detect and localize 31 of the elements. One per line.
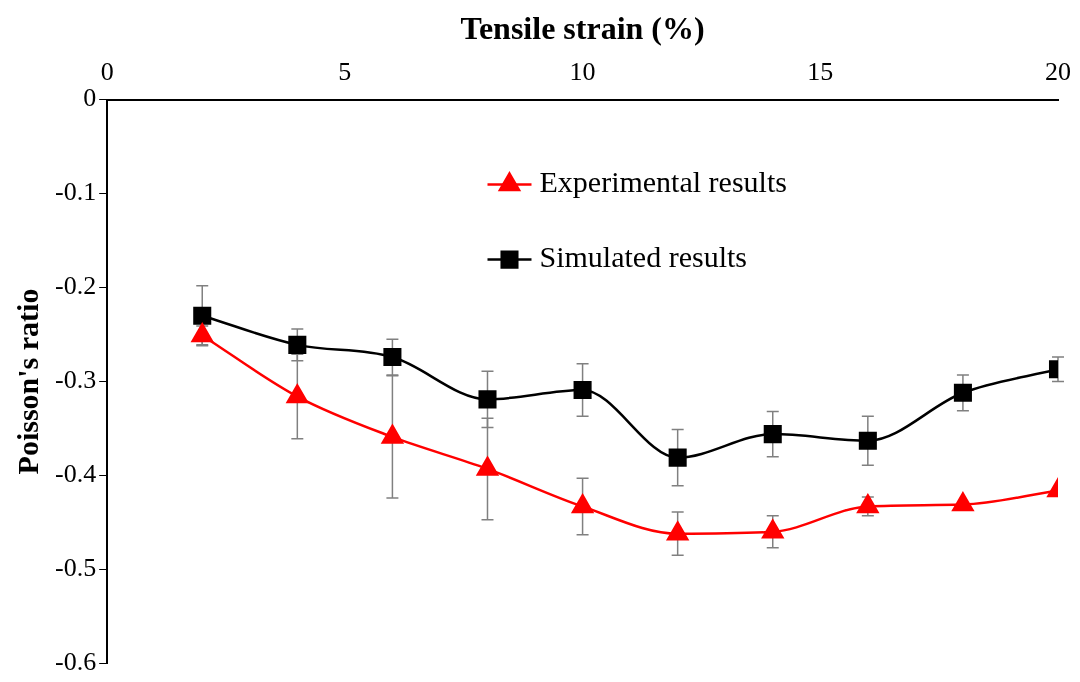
- point: [952, 492, 974, 512]
- point: [666, 521, 689, 541]
- x-axis-title: Tensile strain (%): [460, 10, 705, 47]
- point: [381, 424, 404, 444]
- legend-label: Simulated results: [539, 240, 747, 274]
- point: [571, 494, 594, 514]
- point: [668, 448, 687, 467]
- point: [858, 431, 877, 450]
- y-tick-label: -0.1: [54, 177, 97, 207]
- point: [383, 348, 402, 367]
- point: [476, 456, 499, 476]
- point: [478, 390, 497, 409]
- y-axis-title: Poisson's ratio: [10, 288, 44, 475]
- point: [763, 425, 782, 444]
- point: [573, 380, 592, 399]
- x-tick-label: 20: [1045, 56, 1071, 86]
- y-tick-label: -0.5: [54, 553, 97, 583]
- point: [193, 306, 212, 325]
- point: [761, 519, 784, 539]
- x-tick-label: 15: [807, 56, 834, 86]
- y-tick-label: -0.3: [54, 365, 97, 395]
- y-tick-label: 0: [83, 83, 97, 113]
- x-tick-label: 5: [338, 56, 352, 86]
- legend-label: Experimental results: [539, 165, 787, 199]
- point: [288, 335, 307, 354]
- point: [286, 384, 309, 404]
- point: [953, 383, 972, 402]
- x-tick-label: 10: [569, 56, 596, 86]
- y-tick-label: -0.6: [54, 647, 97, 677]
- y-tick-label: -0.4: [54, 459, 97, 489]
- y-tick-label: -0.2: [54, 271, 97, 301]
